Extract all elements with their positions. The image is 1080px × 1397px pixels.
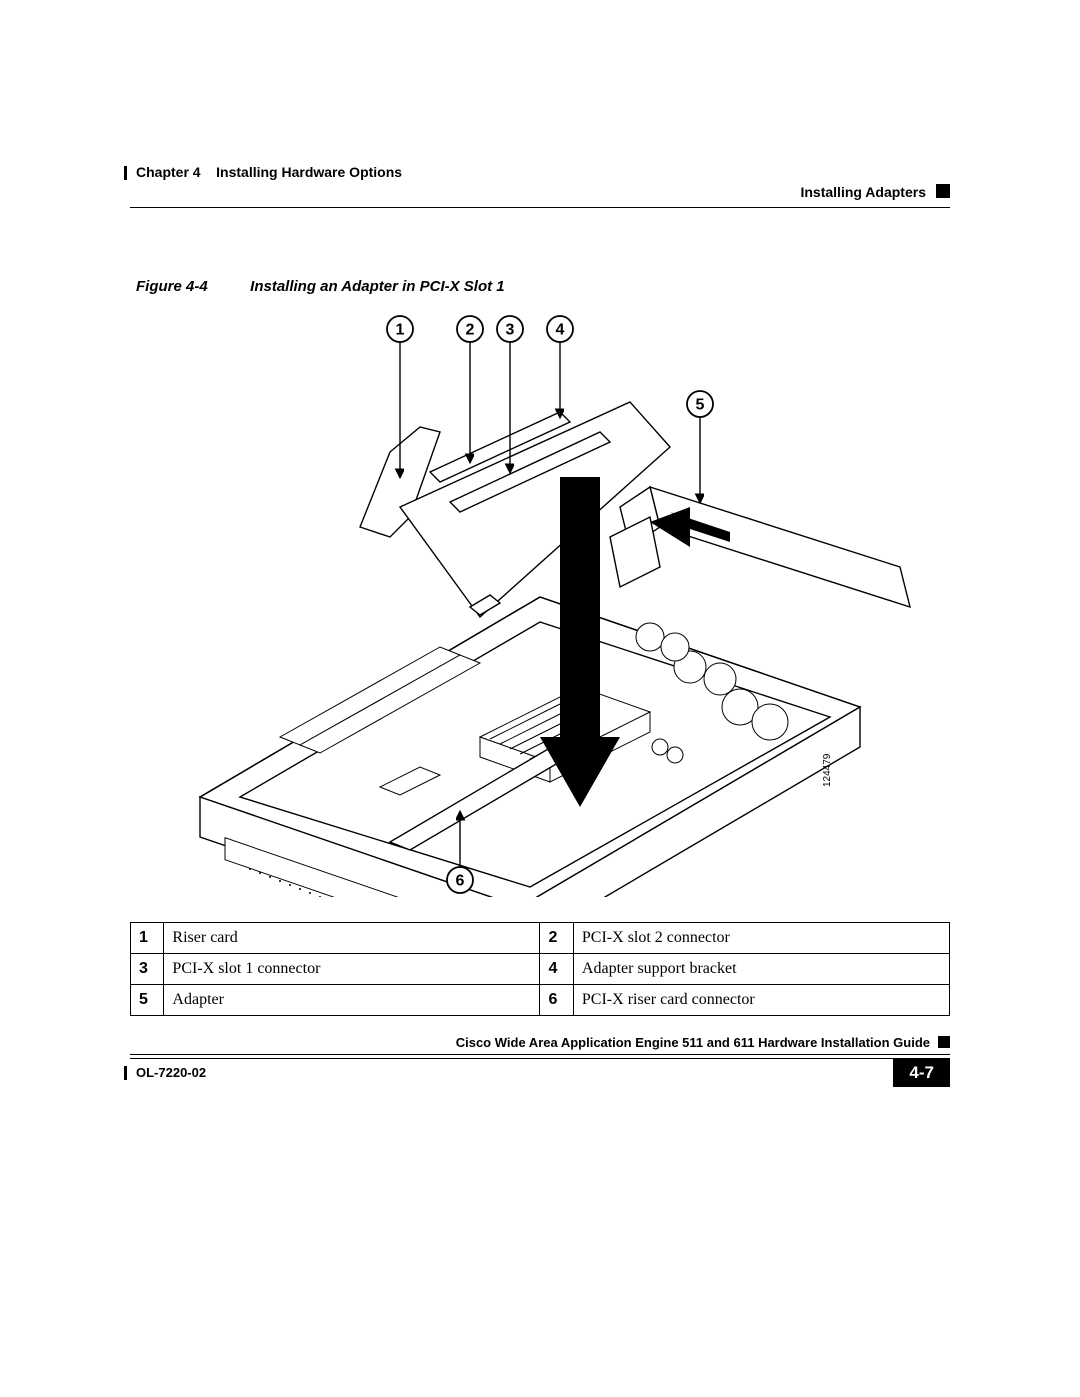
legend-num: 1: [131, 923, 164, 954]
table-row: 3 PCI-X slot 1 connector 4 Adapter suppo…: [131, 954, 950, 985]
legend-text: PCI-X riser card connector: [573, 985, 949, 1016]
footer-doc-number: OL-7220-02: [136, 1065, 206, 1080]
legend-num: 6: [540, 985, 573, 1016]
legend-num: 5: [131, 985, 164, 1016]
callout-5: 5: [696, 397, 705, 414]
table-row: 1 Riser card 2 PCI-X slot 2 connector: [131, 923, 950, 954]
callout-2: 2: [466, 322, 475, 339]
legend-text: PCI-X slot 2 connector: [573, 923, 949, 954]
header-square-marker: [936, 184, 950, 198]
figure-legend-table: 1 Riser card 2 PCI-X slot 2 connector 3 …: [130, 922, 950, 1016]
chapter-line: Chapter 4 Installing Hardware Options: [136, 164, 402, 180]
legend-text: Riser card: [164, 923, 540, 954]
section-title: Installing Adapters: [800, 184, 926, 200]
figure-title: Installing an Adapter in PCI-X Slot 1: [250, 278, 504, 295]
footer-square-marker: [938, 1036, 950, 1048]
figure-image-id: 124479: [822, 753, 833, 787]
legend-num: 3: [131, 954, 164, 985]
table-row: 5 Adapter 6 PCI-X riser card connector: [131, 985, 950, 1016]
chapter-title: Installing Hardware Options: [216, 164, 402, 180]
legend-num: 2: [540, 923, 573, 954]
callout-4: 4: [556, 322, 565, 339]
page-footer: Cisco Wide Area Application Engine 511 a…: [130, 1030, 950, 1090]
legend-text: PCI-X slot 1 connector: [164, 954, 540, 985]
callout-3: 3: [506, 322, 515, 339]
legend-num: 4: [540, 954, 573, 985]
footer-guide-title: Cisco Wide Area Application Engine 511 a…: [456, 1035, 930, 1050]
figure-number: Figure 4-4: [136, 278, 246, 295]
callout-6: 6: [456, 873, 465, 890]
page-header: Chapter 4 Installing Hardware Options In…: [130, 160, 950, 208]
chapter-label: Chapter 4: [136, 164, 201, 180]
legend-text: Adapter support bracket: [573, 954, 949, 985]
figure-caption: Figure 4-4 Installing an Adapter in PCI-…: [136, 278, 950, 295]
figure-diagram: 1 2 3 4 5 6 124479: [130, 307, 950, 902]
legend-text: Adapter: [164, 985, 540, 1016]
footer-page-number: 4-7: [893, 1059, 950, 1087]
callout-1: 1: [396, 322, 405, 339]
